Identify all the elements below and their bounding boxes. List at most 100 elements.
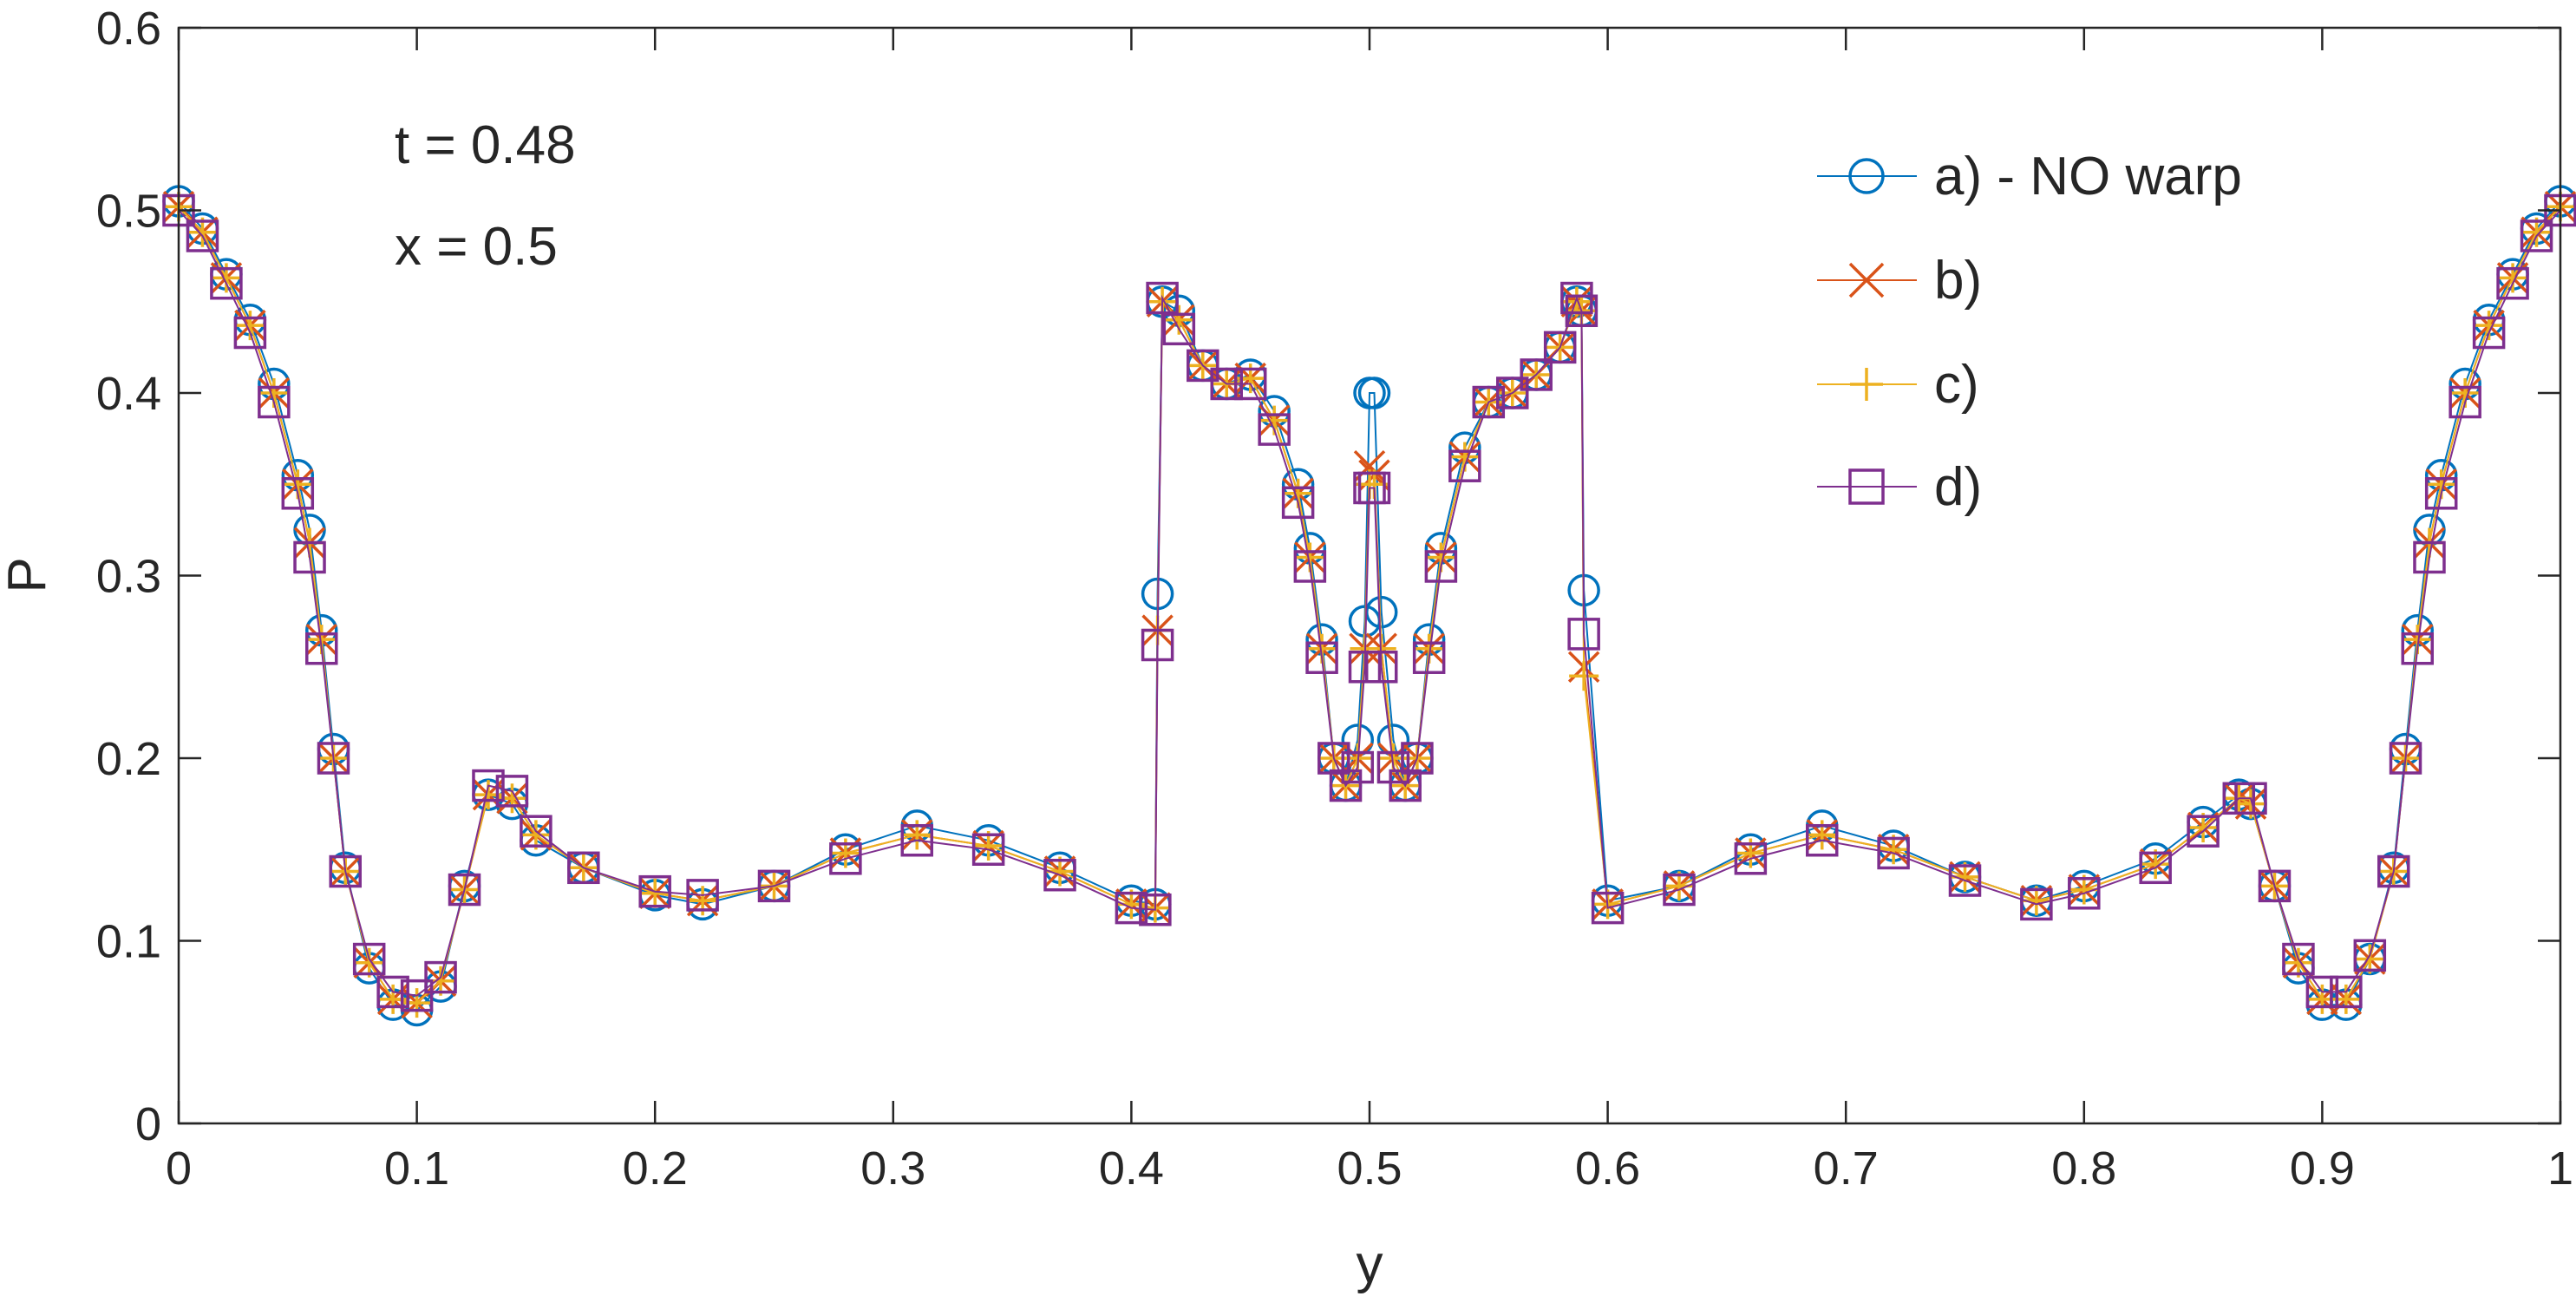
data-point bbox=[1496, 376, 1529, 409]
y-tick-label: 0.5 bbox=[96, 186, 161, 238]
data-point bbox=[1233, 367, 1267, 401]
series-layer bbox=[162, 185, 2576, 1027]
series-line bbox=[178, 209, 2561, 997]
legend: a) - NO warp b) c) d) bbox=[1817, 147, 2242, 517]
data-point bbox=[258, 385, 291, 419]
data-point bbox=[829, 842, 862, 875]
annotation-t: t = 0.48 bbox=[395, 115, 576, 175]
data-point bbox=[424, 960, 457, 994]
data-point bbox=[1805, 823, 1839, 857]
data-point bbox=[1543, 331, 1577, 364]
x-axis-label: y bbox=[1357, 1234, 1383, 1294]
data-point bbox=[2472, 316, 2506, 350]
data-point bbox=[1848, 158, 1885, 194]
data-point bbox=[495, 775, 529, 808]
data-point bbox=[1115, 891, 1148, 925]
data-point bbox=[1877, 836, 1910, 870]
data-point bbox=[2068, 877, 2101, 910]
annotation-x: x = 0.5 bbox=[395, 217, 558, 277]
data-point bbox=[2353, 939, 2387, 972]
data-point bbox=[352, 942, 386, 976]
data-point bbox=[1139, 893, 1172, 926]
legend-entry: d) bbox=[1817, 457, 1982, 517]
data-point bbox=[1734, 842, 1768, 875]
data-point bbox=[448, 873, 481, 907]
data-point bbox=[1560, 281, 1593, 315]
x-tick-label: 1 bbox=[2547, 1142, 2573, 1195]
data-point bbox=[305, 632, 338, 665]
data-point bbox=[400, 979, 434, 1012]
data-point bbox=[1364, 651, 1398, 684]
data-point bbox=[1329, 769, 1363, 802]
data-point bbox=[2424, 477, 2458, 510]
data-point bbox=[1472, 385, 1506, 419]
legend-label: b) bbox=[1934, 251, 1982, 311]
x-tick-label: 0.4 bbox=[1099, 1142, 1164, 1195]
data-point bbox=[472, 769, 505, 802]
x-tick-label: 0 bbox=[166, 1142, 192, 1195]
x-tick-label: 0.9 bbox=[2290, 1142, 2355, 1195]
data-point bbox=[2413, 540, 2446, 574]
x-tick-label: 0.3 bbox=[860, 1142, 925, 1195]
data-point bbox=[376, 975, 409, 1009]
x-tick-label: 0.7 bbox=[1814, 1142, 1879, 1195]
data-point bbox=[1401, 742, 1434, 775]
y-tick-label: 0.6 bbox=[96, 3, 161, 55]
data-point bbox=[1663, 873, 1696, 907]
data-point bbox=[1187, 349, 1219, 383]
data-point bbox=[2282, 942, 2315, 976]
data-point bbox=[186, 219, 219, 252]
data-point bbox=[1448, 449, 1481, 482]
data-point bbox=[210, 266, 243, 300]
legend-label: c) bbox=[1934, 355, 1979, 415]
data-point bbox=[2234, 782, 2267, 815]
x-tick-label: 0.5 bbox=[1337, 1142, 1402, 1195]
data-point bbox=[2449, 385, 2481, 419]
data-point bbox=[1412, 641, 1446, 674]
data-point bbox=[2330, 975, 2363, 1009]
data-point bbox=[1848, 262, 1885, 298]
x-tick-label: 0.8 bbox=[2051, 1142, 2116, 1195]
data-point bbox=[2520, 219, 2553, 252]
legend-label: a) - NO warp bbox=[1934, 147, 2242, 206]
data-point bbox=[1948, 864, 1982, 897]
y-tick-label: 0.3 bbox=[96, 551, 161, 603]
data-point bbox=[1317, 742, 1350, 775]
data-point bbox=[1210, 367, 1243, 401]
data-point bbox=[293, 540, 326, 574]
data-point bbox=[1293, 550, 1327, 583]
data-point bbox=[2139, 851, 2172, 885]
x-tick-label: 0.6 bbox=[1575, 1142, 1640, 1195]
data-point bbox=[1850, 368, 1883, 401]
data-point bbox=[900, 823, 934, 857]
data-point bbox=[1305, 641, 1338, 674]
data-point bbox=[1341, 750, 1375, 784]
data-point bbox=[1357, 471, 1391, 505]
data-point bbox=[1567, 618, 1600, 651]
y-tick-label: 0.4 bbox=[96, 368, 161, 420]
data-point bbox=[1281, 486, 1315, 520]
data-point bbox=[1043, 858, 1076, 892]
data-point bbox=[971, 833, 1005, 866]
plot-area bbox=[179, 28, 2560, 1123]
legend-entry: a) - NO warp bbox=[1817, 147, 2242, 206]
data-point bbox=[686, 879, 719, 912]
data-point bbox=[2258, 869, 2292, 903]
data-point bbox=[281, 477, 315, 510]
data-point bbox=[2020, 887, 2053, 921]
data-point bbox=[1146, 281, 1179, 315]
legend-entry: b) bbox=[1817, 251, 1982, 311]
x-tick-label: 0.2 bbox=[623, 1142, 688, 1195]
legend-label: d) bbox=[1934, 457, 1982, 517]
data-point bbox=[1258, 413, 1291, 446]
data-point bbox=[2377, 854, 2410, 888]
data-point bbox=[1376, 750, 1410, 784]
data-point bbox=[2187, 815, 2220, 848]
data-point bbox=[1591, 891, 1625, 925]
data-point bbox=[520, 815, 552, 848]
data-point bbox=[329, 854, 362, 888]
series-square bbox=[162, 193, 2576, 1012]
y-tick-label: 0.1 bbox=[96, 916, 161, 968]
